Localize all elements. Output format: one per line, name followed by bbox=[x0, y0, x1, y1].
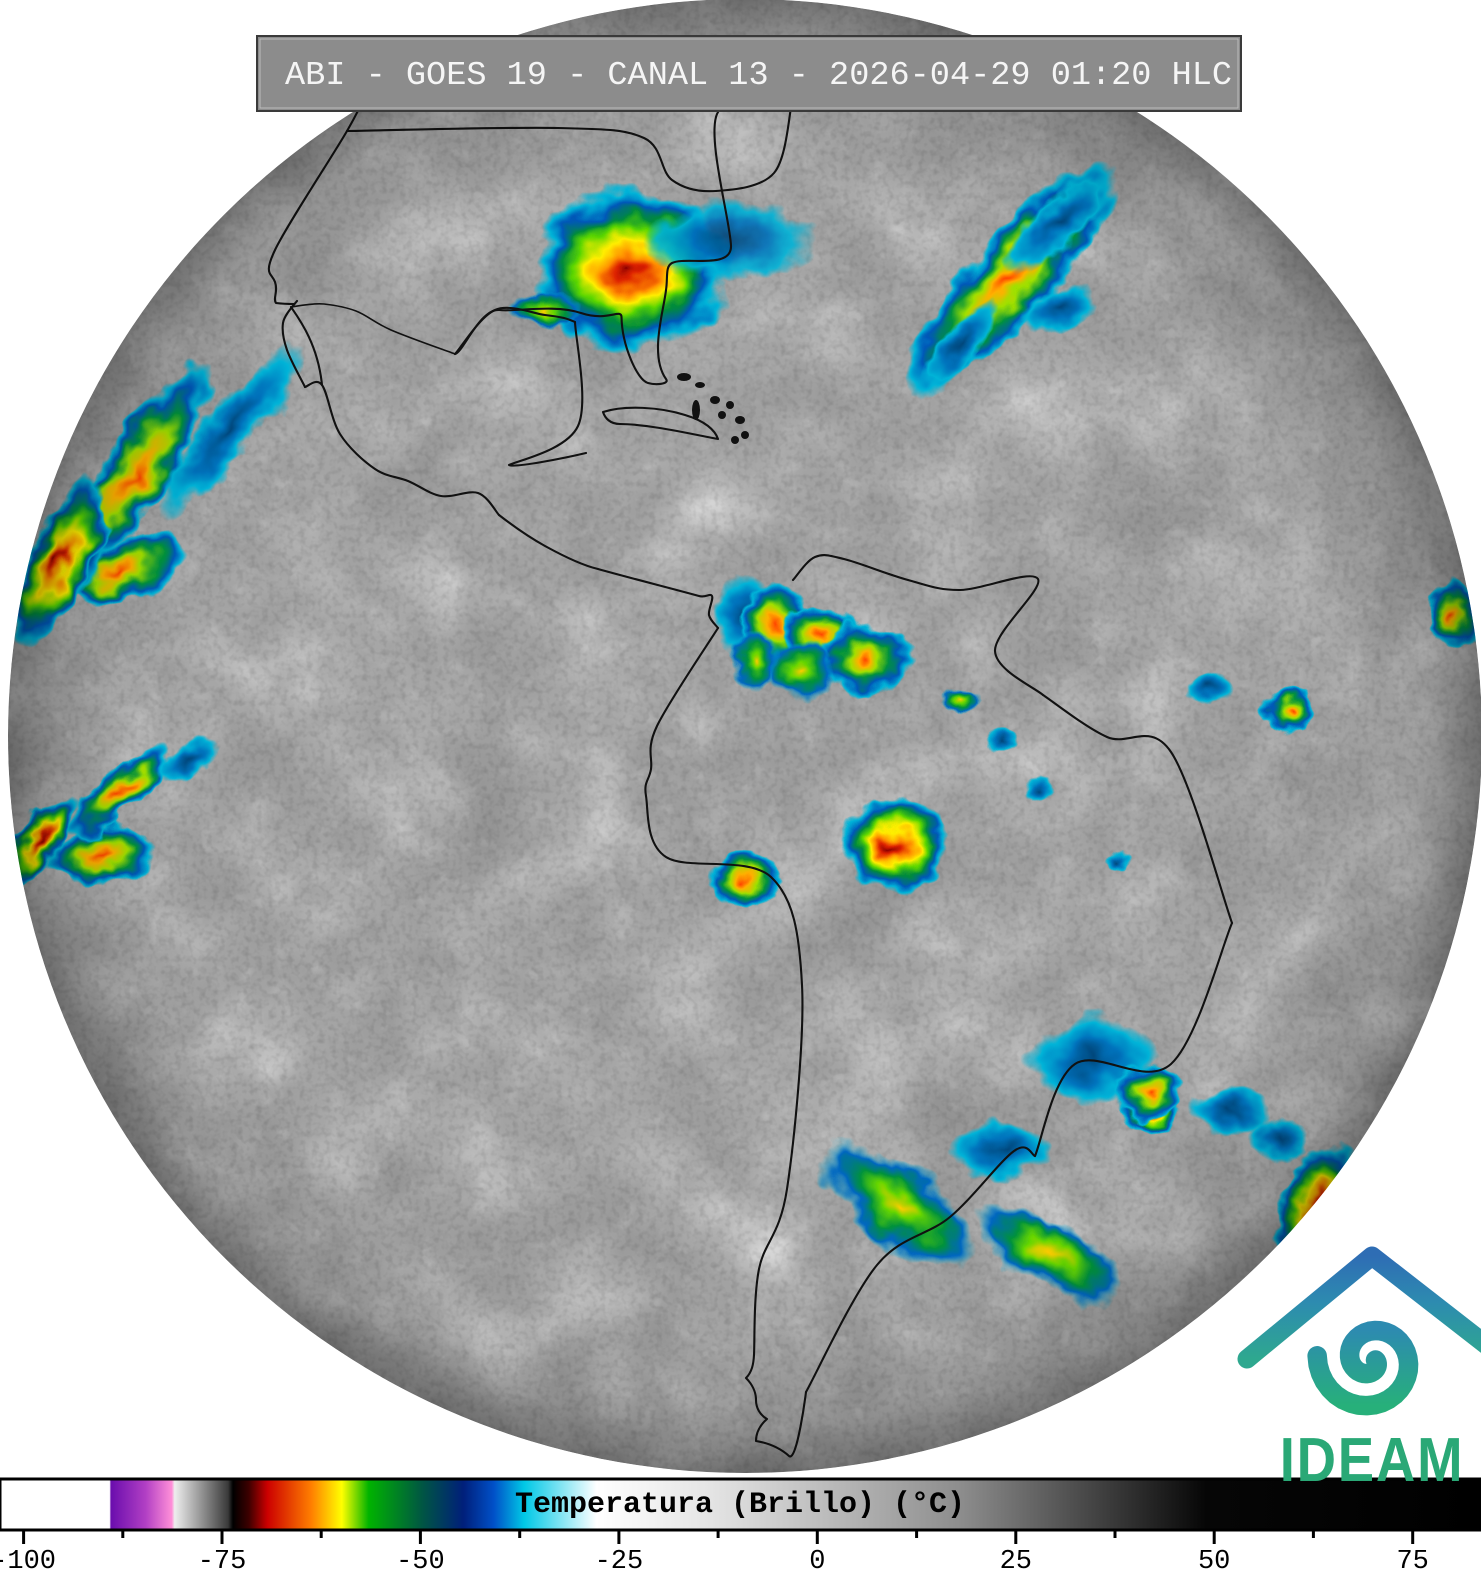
svg-text:-25: -25 bbox=[595, 1547, 644, 1577]
svg-text:-100: -100 bbox=[0, 1547, 56, 1577]
svg-text:0: 0 bbox=[809, 1547, 825, 1577]
svg-text:25: 25 bbox=[1000, 1547, 1032, 1577]
svg-text:Temperatura (Brillo) (°C): Temperatura (Brillo) (°C) bbox=[515, 1488, 965, 1522]
svg-text:50: 50 bbox=[1198, 1547, 1230, 1577]
svg-text:ABI - GOES 19 - CANAL 13 - 202: ABI - GOES 19 - CANAL 13 - 2026-04-29 01… bbox=[285, 57, 1232, 95]
svg-text:IDEAM: IDEAM bbox=[1280, 1426, 1465, 1495]
svg-text:-75: -75 bbox=[198, 1547, 247, 1577]
svg-text:75: 75 bbox=[1396, 1547, 1428, 1577]
svg-text:-50: -50 bbox=[396, 1547, 445, 1577]
